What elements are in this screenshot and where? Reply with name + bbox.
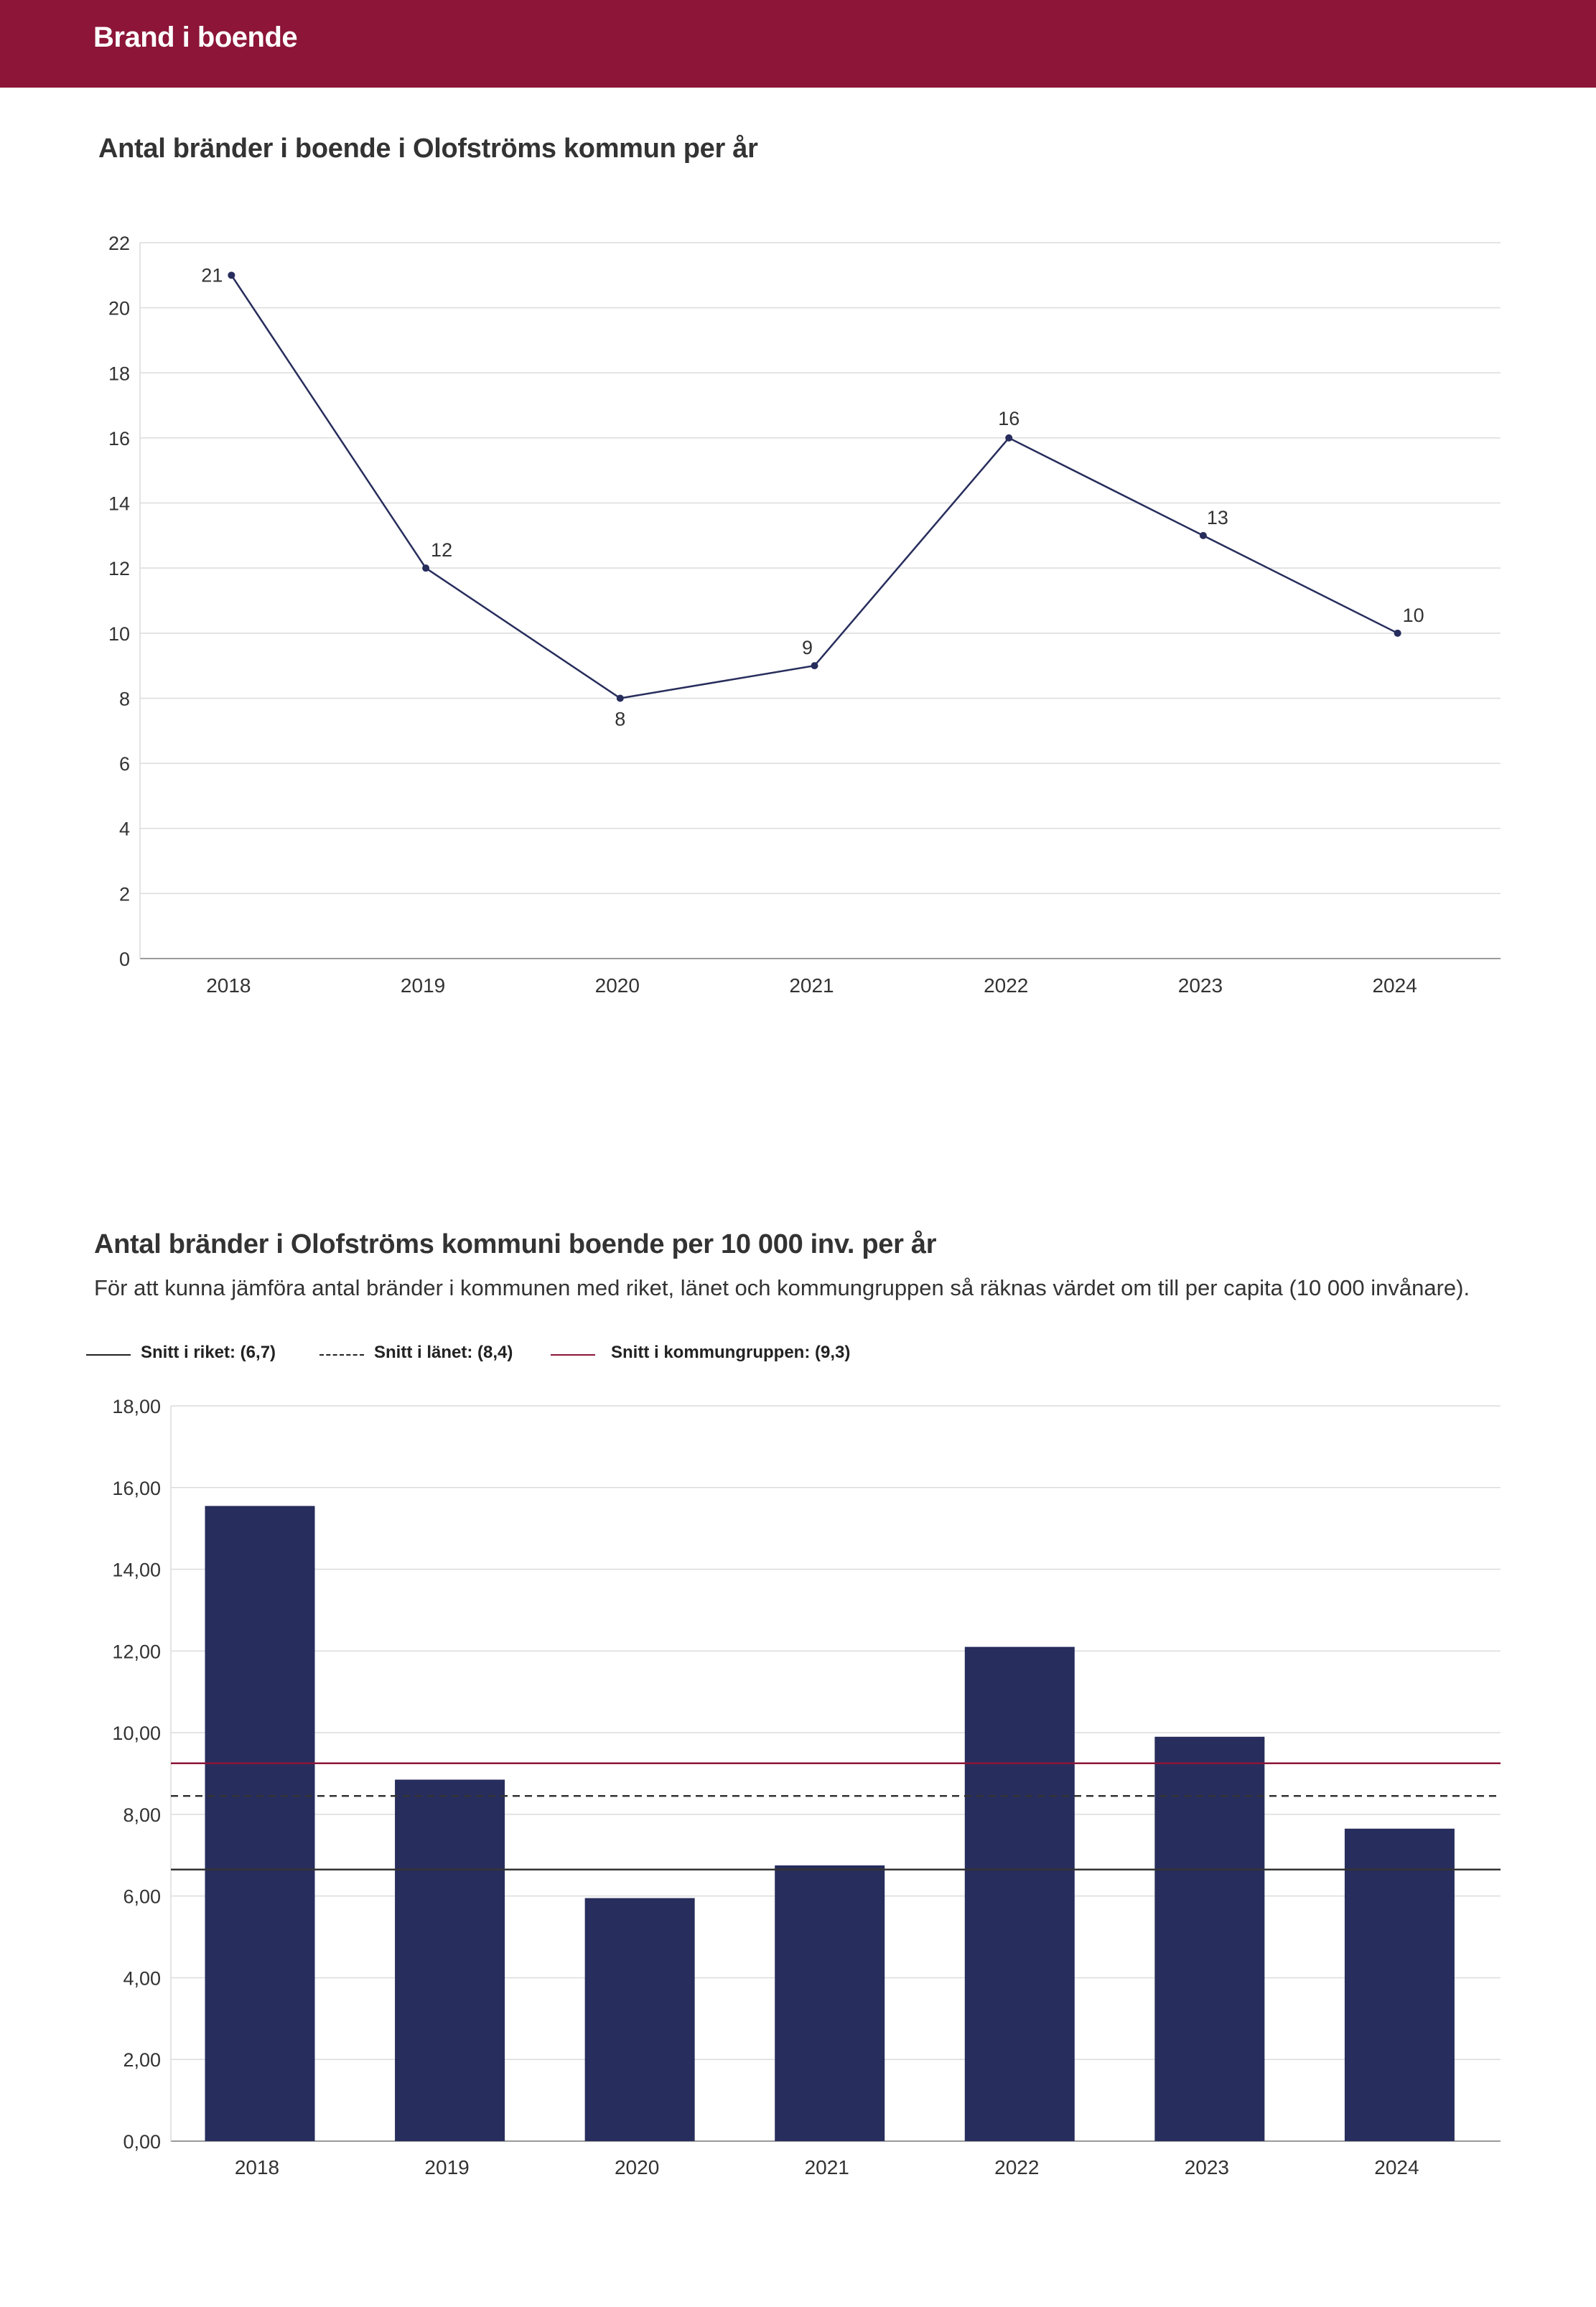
bar-chart-y-tick: 18,00 [112, 1396, 161, 1417]
line-chart-data-label: 10 [1403, 605, 1424, 626]
line-chart-x-tick: 2020 [595, 974, 640, 997]
line-chart-point [811, 662, 818, 670]
bar-chart-x-tick: 2018 [235, 2156, 279, 2178]
line-chart-y-tick: 20 [108, 298, 130, 320]
bar-chart-y-tick: 6,00 [123, 1886, 161, 1908]
header-bar: Brand i boende [0, 0, 1596, 88]
bar-chart-y-tick: 10,00 [112, 1723, 161, 1744]
bar-chart-y-tick: 8,00 [123, 1804, 161, 1826]
bar-chart-bar [1344, 1828, 1455, 2141]
line-chart-data-label: 13 [1207, 507, 1228, 528]
line-chart-point [1005, 434, 1013, 442]
line-chart-x-tick: 2019 [401, 974, 445, 997]
line-chart-x-tick: 2024 [1372, 974, 1417, 997]
line-chart-y-tick: 18 [108, 363, 130, 384]
line-chart-x-tick: 2023 [1178, 974, 1223, 997]
line-chart-data-label: 9 [802, 637, 813, 658]
line-chart-point [616, 694, 624, 702]
line-chart-y-tick: 14 [108, 493, 130, 515]
bar-chart-bar [205, 1506, 315, 2141]
line-chart-y-tick: 0 [119, 949, 130, 970]
line-chart-y-tick: 10 [108, 623, 130, 645]
bar-chart-bar [395, 1779, 505, 2141]
legend-label-kommungrupp: Snitt i kommungruppen: (9,3) [611, 1343, 851, 1362]
line-chart-y-tick: 4 [119, 819, 130, 840]
bar-chart-bar [964, 1646, 1075, 2141]
bar-chart-x-tick: 2019 [424, 2156, 469, 2178]
legend-label-lanet: Snitt i länet: (8,4) [374, 1343, 513, 1362]
line-chart-data-label: 8 [615, 708, 625, 730]
line-chart-y-tick: 6 [119, 753, 130, 775]
bar-chart-bar [584, 1898, 695, 2141]
line-chart-y-tick: 2 [119, 883, 130, 905]
legend-label-riket: Snitt i riket: (6,7) [141, 1343, 276, 1362]
bar-chart-y-tick: 14,00 [112, 1560, 161, 1581]
bar-chart-y-tick: 4,00 [123, 1967, 161, 1989]
bar-chart-bar [775, 1865, 885, 2141]
line-chart-y-tick: 8 [119, 688, 130, 709]
bar-chart-x-tick: 2024 [1374, 2156, 1419, 2178]
line-chart-title: Antal bränder i boende i Olofströms komm… [98, 134, 758, 164]
line-chart-point [228, 271, 235, 279]
line-chart-point [422, 564, 430, 572]
bar-chart-y-tick: 12,00 [112, 1641, 161, 1662]
legend-swatch-red [551, 1354, 595, 1356]
bar-chart-x-tick: 2023 [1185, 2156, 1229, 2178]
bar-chart-subtitle: För att kunna jämföra antal bränder i ko… [94, 1275, 1470, 1300]
bar-chart-x-tick: 2021 [805, 2156, 849, 2178]
bar-chart-x-tick: 2022 [994, 2156, 1039, 2178]
line-chart-data-label: 21 [201, 264, 223, 286]
line-chart-y-tick: 16 [108, 428, 130, 449]
page-header-title: Brand i boende [93, 22, 298, 53]
line-chart-x-tick: 2018 [206, 974, 251, 997]
line-chart-y-tick: 12 [108, 558, 130, 579]
line-chart-data-label: 12 [431, 539, 452, 561]
legend-swatch-solid [86, 1354, 131, 1356]
line-chart-y-tick: 22 [108, 233, 130, 254]
bar-chart-y-tick: 0,00 [123, 2131, 161, 2153]
line-chart-x-tick: 2022 [984, 974, 1028, 997]
line-chart-point [1199, 531, 1207, 539]
bar-chart-y-tick: 16,00 [112, 1478, 161, 1499]
line-chart-data-label: 16 [998, 408, 1019, 429]
bar-chart-title: Antal bränder i Olofströms kommuni boend… [94, 1229, 937, 1259]
line-chart-point [1394, 629, 1401, 637]
legend-swatch-dashed [319, 1354, 364, 1356]
bar-chart-y-tick: 2,00 [123, 2049, 161, 2071]
bar-chart-x-tick: 2020 [615, 2156, 659, 2178]
line-chart-x-tick: 2021 [789, 974, 834, 997]
bar-chart-bar [1154, 1736, 1265, 2141]
